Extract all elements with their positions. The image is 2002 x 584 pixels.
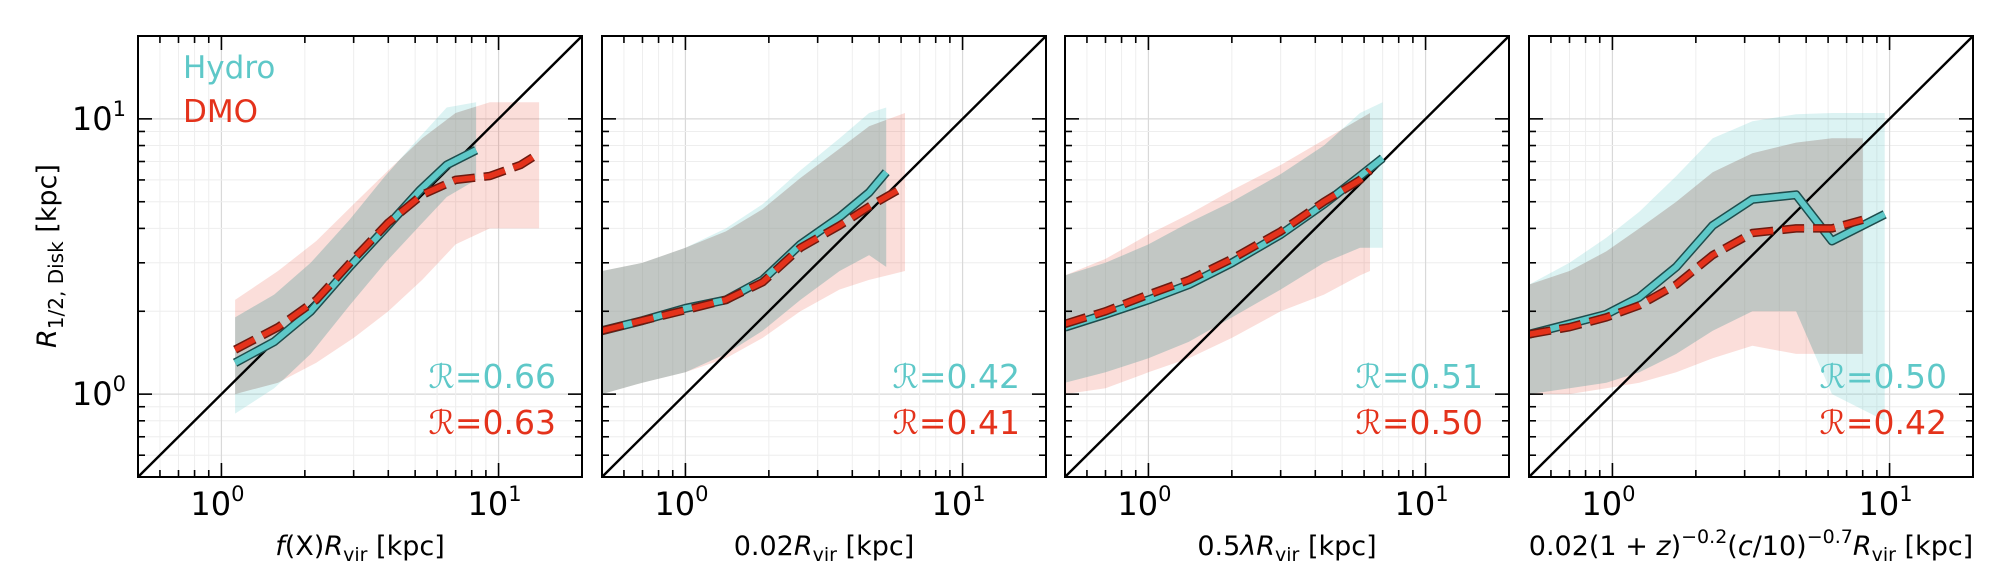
- panel-3: 100 101 0.5λRvir [kpc] ℛ=0.51 ℛ=0.50: [1064, 35, 1510, 566]
- plot-area: [138, 36, 582, 477]
- band-overlap: [602, 113, 887, 395]
- ticks: [1065, 36, 1509, 477]
- ticks: [602, 36, 1046, 477]
- x-axis-title: 0.02Rvir [kpc]: [734, 531, 915, 566]
- hydro-median-line: [1529, 191, 1887, 338]
- dmo-median-line: [602, 183, 907, 334]
- ticks: [1529, 36, 1973, 477]
- legend-dmo: DMO: [183, 94, 258, 130]
- dmo-median-line: [233, 150, 541, 353]
- band-overlap: [1529, 138, 1863, 395]
- dmo-scatter-band: [1065, 113, 1370, 395]
- x-axis-title: 0.5λRvir [kpc]: [1197, 531, 1376, 566]
- x-axis-title: f(X)Rvir [kpc]: [275, 531, 444, 566]
- one-to-one-line: [1529, 36, 1973, 477]
- grid: [602, 36, 1046, 477]
- x-tick-label: 100: [1117, 482, 1171, 523]
- legend-hydro: Hydro: [183, 50, 275, 86]
- grid: [1065, 36, 1509, 477]
- y-tick-label: 101: [72, 97, 126, 138]
- band-overlap: [1065, 113, 1370, 383]
- axes-frame: [137, 35, 583, 478]
- x-tick-label: 101: [1395, 482, 1449, 523]
- dmo-correlation-label: ℛ=0.41: [893, 403, 1020, 442]
- x-tick-label: 101: [468, 482, 522, 523]
- hydro-scatter-band: [1065, 102, 1383, 383]
- dmo-correlation-label: ℛ=0.50: [1356, 403, 1483, 442]
- grid: [1529, 36, 1973, 477]
- hydro-scatter-band: [602, 107, 887, 395]
- panel-1: 100 101 100 101 f(X)Rvir [kpc] ℛ=0.66 ℛ=0.63 Hy…: [72, 35, 583, 566]
- one-to-one-line: [1065, 36, 1509, 477]
- plot-area: [1529, 36, 1973, 477]
- panel-2: 100 101 0.02Rvir [kpc] ℛ=0.42 ℛ=0.41: [601, 35, 1047, 566]
- hydro-correlation-label: ℛ=0.66: [429, 357, 556, 396]
- x-tick-label: 100: [654, 482, 708, 523]
- hydro-scatter-band: [1529, 113, 1885, 421]
- dmo-correlation-label: ℛ=0.63: [429, 403, 556, 442]
- x-tick-label: 100: [190, 482, 244, 523]
- one-to-one-line: [602, 36, 1046, 477]
- dmo-median-line: [1529, 217, 1864, 338]
- x-axis-title: 0.02(1 + z)−0.2(c/10)−0.7Rvir [kpc]: [1529, 526, 1973, 566]
- hydro-correlation-label: ℛ=0.50: [1820, 357, 1947, 396]
- axes-frame: [601, 35, 1047, 478]
- hydro-correlation-label: ℛ=0.51: [1356, 357, 1483, 396]
- dmo-correlation-label: ℛ=0.42: [1820, 403, 1947, 442]
- y-axis-title: R1/2, Disk [kpc]: [32, 164, 68, 348]
- x-tick-label: 100: [1581, 482, 1635, 523]
- plot-area: [1065, 36, 1509, 477]
- x-tick-label: 101: [1859, 482, 1913, 523]
- dmo-median-line: [1065, 168, 1372, 327]
- plot-area: [602, 36, 1046, 477]
- y-tick-label: 100: [72, 372, 126, 413]
- axes-frame: [1064, 35, 1510, 478]
- x-tick-label: 101: [932, 482, 986, 523]
- axes-frame: [1528, 35, 1974, 478]
- hydro-correlation-label: ℛ=0.42: [893, 357, 1020, 396]
- ticks: [138, 36, 582, 477]
- dmo-scatter-band: [602, 113, 905, 395]
- dmo-scatter-band: [1529, 138, 1863, 395]
- y-axis-label: R1/2, Disk [kpc]: [32, 164, 68, 348]
